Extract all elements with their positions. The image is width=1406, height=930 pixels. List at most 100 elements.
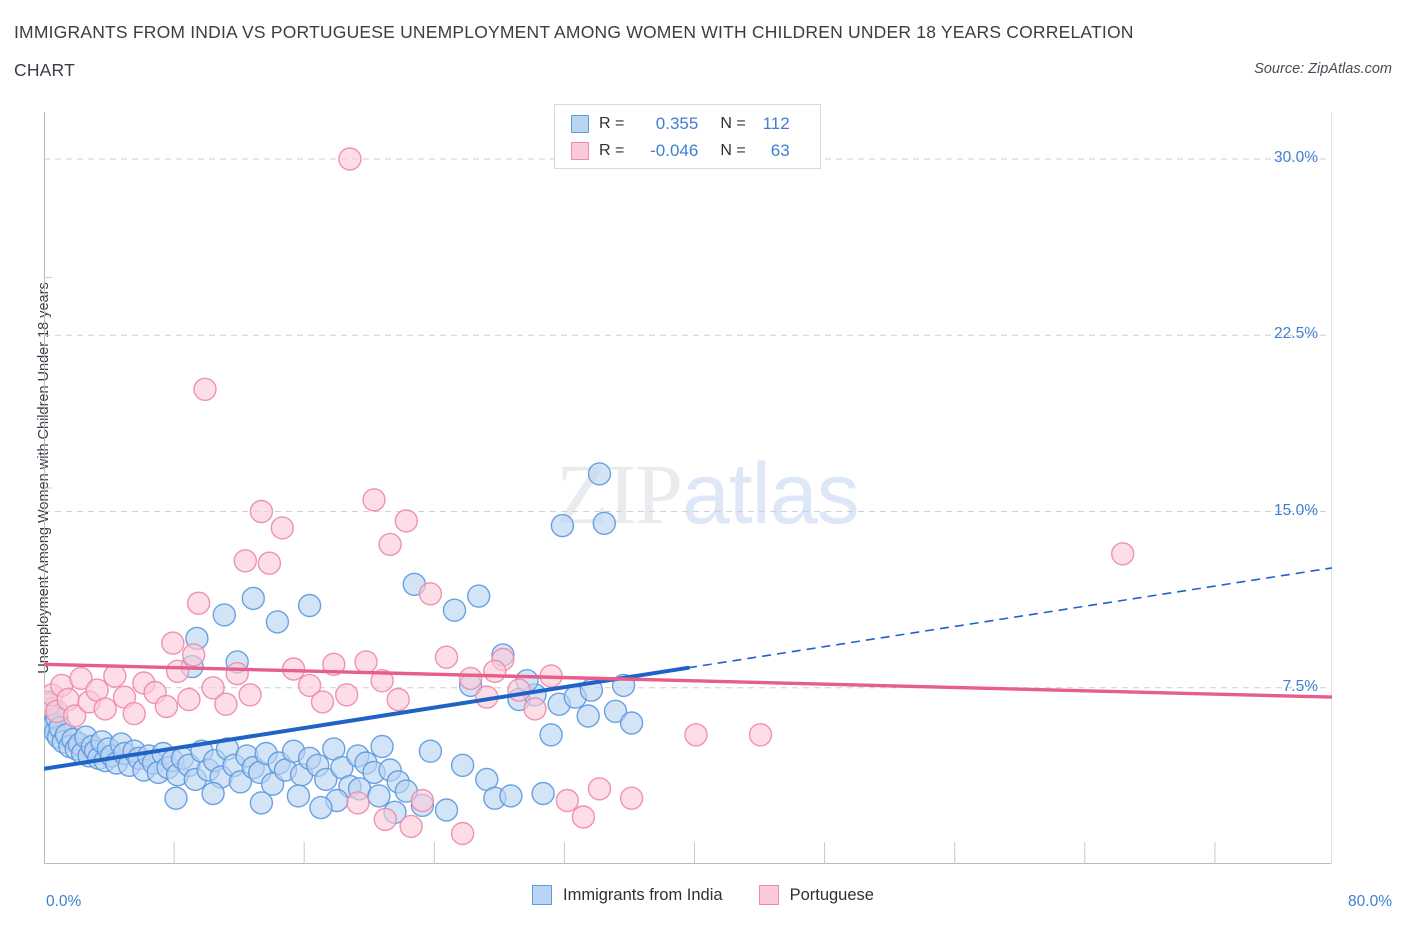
data-point bbox=[450, 821, 475, 846]
legend-swatch-portuguese bbox=[571, 141, 589, 160]
y-tick-label-2: 22.5% bbox=[1274, 325, 1318, 343]
data-point bbox=[257, 551, 282, 575]
stats-row-india: R = 0.355 N = 112 bbox=[555, 110, 820, 137]
data-point bbox=[69, 666, 93, 691]
data-point bbox=[684, 723, 708, 747]
data-point bbox=[483, 659, 507, 683]
data-point bbox=[378, 532, 402, 557]
series-points-portuguese bbox=[44, 147, 1135, 846]
data-point bbox=[587, 777, 612, 801]
data-point bbox=[310, 690, 335, 714]
data-point bbox=[346, 791, 370, 815]
data-point bbox=[335, 683, 359, 707]
data-point bbox=[214, 692, 238, 716]
data-point bbox=[507, 678, 531, 702]
r-key-india: R = bbox=[599, 114, 625, 132]
data-point bbox=[212, 603, 237, 627]
data-point bbox=[165, 659, 190, 683]
series-label-india: Immigrants from India bbox=[563, 885, 723, 904]
chart-title-line-2: CHART bbox=[14, 60, 75, 80]
data-point bbox=[550, 513, 575, 538]
data-point bbox=[286, 784, 311, 808]
data-point bbox=[373, 807, 397, 832]
n-key-india: N = bbox=[720, 114, 746, 132]
data-point bbox=[386, 687, 410, 712]
data-point bbox=[539, 723, 563, 747]
data-point bbox=[619, 711, 644, 735]
data-point bbox=[410, 788, 435, 813]
data-point bbox=[434, 798, 459, 822]
data-point bbox=[499, 784, 523, 808]
data-point bbox=[370, 734, 394, 759]
series-points-india bbox=[44, 462, 644, 824]
data-point bbox=[241, 586, 266, 611]
plot-area: 7.5% 15.0% 22.5% 30.0% bbox=[44, 112, 1332, 864]
data-point bbox=[154, 694, 179, 719]
data-point bbox=[458, 666, 483, 691]
r-value-india: 0.355 bbox=[655, 113, 699, 133]
data-point bbox=[297, 593, 322, 618]
data-point bbox=[249, 499, 274, 524]
data-point bbox=[418, 739, 443, 763]
r-key-portuguese: R = bbox=[599, 141, 625, 159]
trendline-portuguese-solid bbox=[44, 662, 1332, 699]
data-point bbox=[1110, 542, 1135, 566]
data-point bbox=[555, 788, 579, 813]
data-point bbox=[394, 509, 418, 533]
series-swatch-portuguese bbox=[758, 885, 779, 905]
data-point bbox=[177, 687, 201, 712]
data-point bbox=[297, 673, 322, 698]
data-point bbox=[309, 795, 333, 820]
data-point bbox=[338, 147, 362, 171]
data-point bbox=[249, 791, 274, 815]
data-point bbox=[576, 704, 600, 728]
data-point bbox=[186, 591, 211, 615]
series-legend-item-portuguese[interactable]: Portuguese bbox=[758, 885, 874, 905]
data-point bbox=[238, 683, 262, 707]
x-axis-min-label: 0.0% bbox=[46, 893, 82, 910]
data-point bbox=[434, 645, 459, 669]
series-legend-item-india[interactable]: Immigrants from India bbox=[532, 885, 723, 905]
data-point bbox=[603, 699, 628, 723]
chart-title-line-1: IMMIGRANTS FROM INDIA VS PORTUGUESE UNEM… bbox=[14, 22, 1134, 42]
r-value-portuguese: -0.046 bbox=[650, 140, 699, 160]
data-point bbox=[362, 488, 386, 512]
data-point bbox=[367, 784, 391, 808]
data-point bbox=[571, 805, 596, 829]
data-point bbox=[93, 697, 117, 721]
series-swatch-india bbox=[532, 885, 553, 905]
x-axis-max-label: 80.0% bbox=[1348, 893, 1392, 910]
data-point bbox=[399, 814, 423, 839]
data-point bbox=[314, 767, 338, 792]
data-point bbox=[467, 584, 491, 608]
data-point bbox=[161, 631, 185, 655]
data-point bbox=[418, 582, 443, 606]
data-point bbox=[62, 704, 87, 728]
data-point bbox=[193, 377, 217, 401]
data-point bbox=[265, 610, 290, 634]
data-point bbox=[592, 511, 616, 535]
data-point bbox=[748, 723, 773, 747]
data-point bbox=[225, 661, 249, 686]
data-point bbox=[322, 652, 346, 676]
data-point bbox=[201, 781, 225, 806]
data-point bbox=[370, 669, 394, 693]
data-point bbox=[181, 643, 206, 667]
plot-svg bbox=[44, 112, 1332, 864]
n-key-portuguese: N = bbox=[720, 141, 746, 159]
data-point bbox=[523, 697, 547, 721]
trendline-india-solid bbox=[44, 665, 690, 771]
data-point bbox=[201, 676, 225, 700]
y-tick-label-3: 30.0% bbox=[1274, 149, 1318, 166]
data-point bbox=[354, 650, 378, 674]
data-point bbox=[270, 516, 295, 540]
legend-swatch-india bbox=[571, 114, 589, 133]
data-point bbox=[164, 786, 188, 810]
data-point bbox=[587, 462, 612, 486]
n-value-portuguese: 63 bbox=[770, 140, 790, 160]
y-tick-label-1: 15.0% bbox=[1274, 501, 1318, 519]
series-legend: Immigrants from India Portuguese bbox=[0, 885, 1406, 905]
data-point bbox=[450, 753, 475, 777]
source-label: Source: ZipAtlas.com bbox=[1254, 61, 1392, 77]
data-point bbox=[233, 549, 258, 573]
